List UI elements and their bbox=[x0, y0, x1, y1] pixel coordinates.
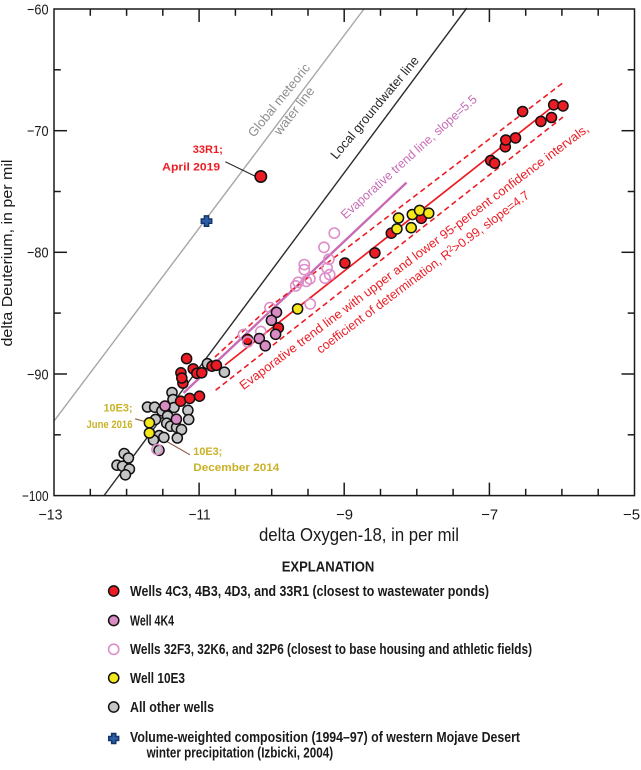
svg-text:−100: −100 bbox=[22, 488, 49, 505]
svg-text:Well 4K4: Well 4K4 bbox=[130, 613, 175, 629]
svg-text:EXPLANATION: EXPLANATION bbox=[282, 559, 375, 575]
svg-text:June 2016: June 2016 bbox=[87, 419, 133, 431]
svg-text:−60: −60 bbox=[27, 1, 49, 18]
svg-text:−13: −13 bbox=[39, 507, 63, 524]
svg-text:−70: −70 bbox=[27, 123, 49, 140]
svg-text:10E3;: 10E3; bbox=[104, 402, 133, 414]
svg-text:All other wells: All other wells bbox=[130, 700, 214, 716]
svg-text:December 2014: December 2014 bbox=[193, 462, 280, 474]
svg-text:−7: −7 bbox=[481, 507, 498, 524]
svg-text:10E3;: 10E3; bbox=[193, 446, 222, 458]
svg-text:−90: −90 bbox=[27, 366, 49, 383]
svg-text:delta Deuterium, in per mil: delta Deuterium, in per mil bbox=[0, 160, 16, 347]
svg-text:Volume-weighted composition (1: Volume-weighted composition (1994–97) of… bbox=[130, 730, 520, 746]
svg-text:winter precipitation (Izbicki,: winter precipitation (Izbicki, 2004) bbox=[146, 746, 333, 762]
svg-text:delta Oxygen-18, in per mil: delta Oxygen-18, in per mil bbox=[259, 524, 459, 545]
svg-text:−80: −80 bbox=[27, 245, 49, 262]
svg-text:−11: −11 bbox=[189, 507, 211, 524]
svg-text:Wells 4C3, 4B3, 4D3, and 33R1: Wells 4C3, 4B3, 4D3, and 33R1 (closest t… bbox=[130, 584, 489, 600]
svg-text:−9: −9 bbox=[336, 507, 353, 524]
svg-text:−5: −5 bbox=[623, 507, 640, 524]
svg-text:Wells 32F3, 32K6, and 32P6 (cl: Wells 32F3, 32K6, and 32P6 (closest to b… bbox=[130, 642, 532, 658]
svg-text:Well 10E3: Well 10E3 bbox=[130, 671, 185, 687]
svg-text:April 2019: April 2019 bbox=[162, 161, 220, 173]
svg-text:33R1;: 33R1; bbox=[193, 144, 223, 156]
